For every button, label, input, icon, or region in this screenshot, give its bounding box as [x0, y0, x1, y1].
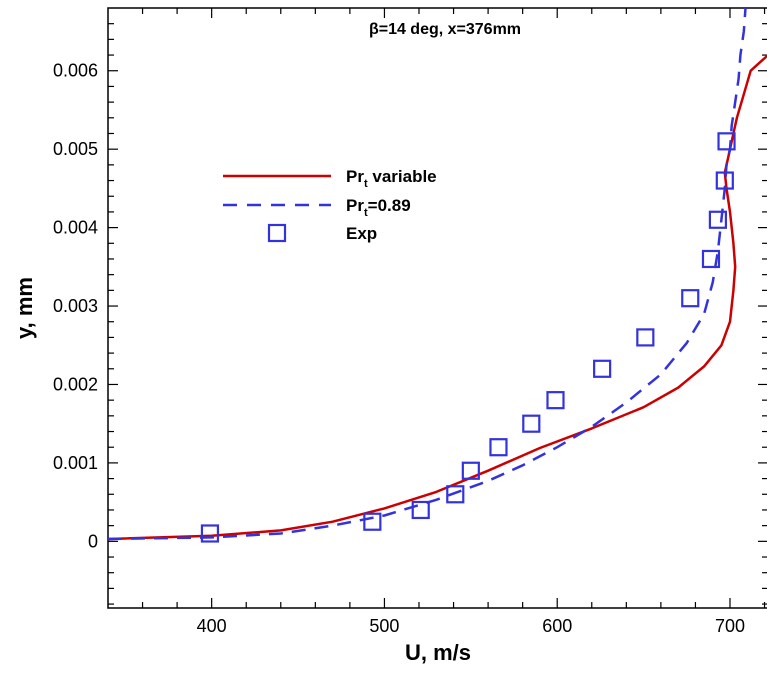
exp-marker [522, 414, 541, 433]
legend-label-prt-variable: Prt variable [346, 167, 437, 190]
chart-title: β=14 deg, x=376mm [369, 21, 521, 38]
y-tick-label: 0.006 [53, 61, 98, 81]
exp-marker [593, 359, 612, 378]
exp-marker [363, 512, 382, 531]
exp-marker [701, 249, 721, 269]
exp-marker [200, 524, 220, 543]
y-tick-label: 0.003 [53, 296, 98, 316]
x-tick-label: 700 [715, 616, 745, 636]
x-axis-label: U, m/s [405, 640, 471, 665]
exp-markers [200, 132, 736, 543]
exp-marker [411, 500, 430, 520]
y-axis-label: y, mm [12, 277, 37, 339]
plot-frame [107, 7, 767, 609]
y-tick-label: 0.002 [53, 374, 98, 394]
exp-marker [446, 485, 465, 504]
legend-label-prt-089: Prt=0.89 [346, 196, 411, 219]
exp-marker [708, 210, 727, 229]
x-tick-label: 400 [197, 616, 227, 636]
x-tick-label: 600 [542, 616, 572, 636]
y-tick-label: 0.005 [53, 139, 98, 159]
series-lines [108, 8, 767, 541]
exp-marker [489, 438, 508, 457]
exp-marker [715, 171, 734, 190]
exp-marker [461, 461, 480, 480]
series-line-prt-variable [108, 54, 767, 541]
exp-marker [636, 328, 655, 347]
exp-marker [681, 289, 700, 308]
ticks: 400 500 600 700 0 0.001 0.002 0.003 0.004 0.005 0.… [53, 8, 767, 636]
series-line-prt-089 [108, 8, 747, 541]
y-tick-label: 0.004 [53, 218, 98, 238]
x-tick-label: 500 [369, 616, 399, 636]
legend-label-exp: Exp [346, 224, 377, 243]
legend-marker-exp [267, 223, 287, 243]
legend: Prt variable Prt=0.89 Exp [223, 167, 437, 243]
y-tick-label: 0 [88, 531, 98, 551]
y-tick-label: 0.001 [53, 453, 98, 473]
exp-marker [546, 391, 565, 410]
exp-marker [717, 132, 736, 151]
